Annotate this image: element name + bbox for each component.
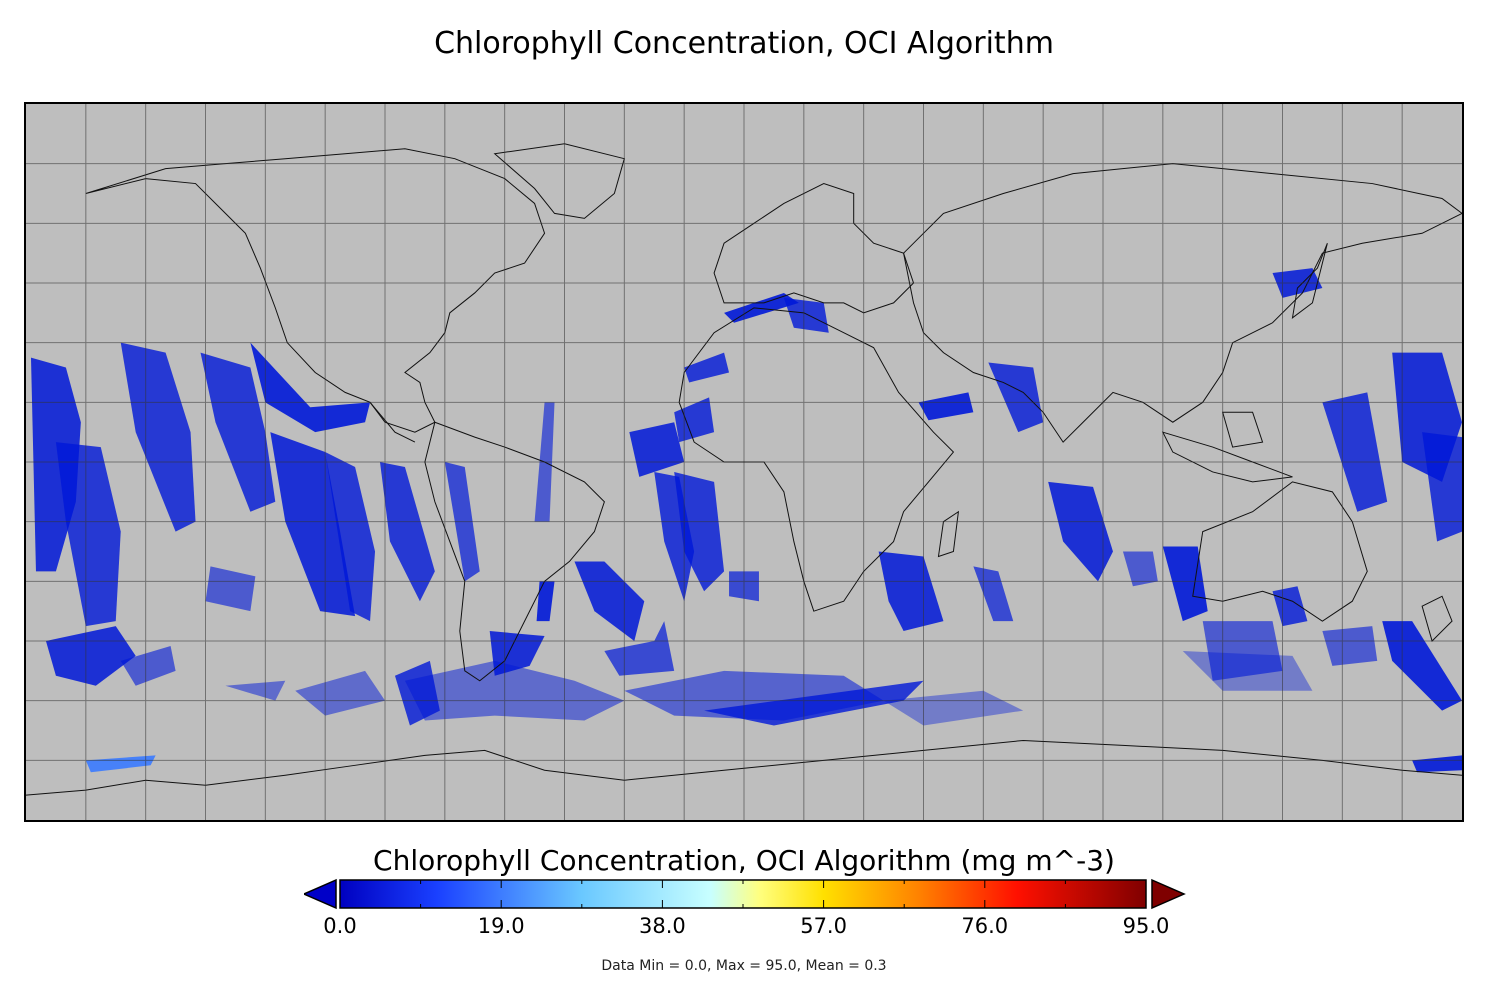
colorbar-tick-label: 0.0: [323, 914, 357, 938]
colorbar-tick-label: 19.0: [477, 914, 525, 938]
data-stats: Data Min = 0.0, Max = 95.0, Mean = 0.3: [601, 958, 887, 974]
colorbar-ticks: [339, 880, 1147, 908]
colorbar-tick-label: 95.0: [1122, 914, 1170, 938]
colorbar-over-arrow: [1151, 878, 1186, 910]
colorbar-tick-label: 76.0: [961, 914, 1009, 938]
colorbar: [304, 878, 1186, 910]
colorbar-label: Chlorophyll Concentration, OCI Algorithm…: [373, 844, 1115, 877]
graticule-lines: [26, 104, 1462, 820]
map-frame: [24, 102, 1464, 822]
colorbar-tick-label: 38.0: [639, 914, 686, 938]
colorbar-under-arrow: [304, 878, 337, 910]
colorbar-bar: [339, 879, 1147, 909]
map-title: Chlorophyll Concentration, OCI Algorithm: [434, 26, 1054, 61]
colorbar-tick-label: 57.0: [800, 914, 847, 938]
world-map: [26, 104, 1462, 820]
